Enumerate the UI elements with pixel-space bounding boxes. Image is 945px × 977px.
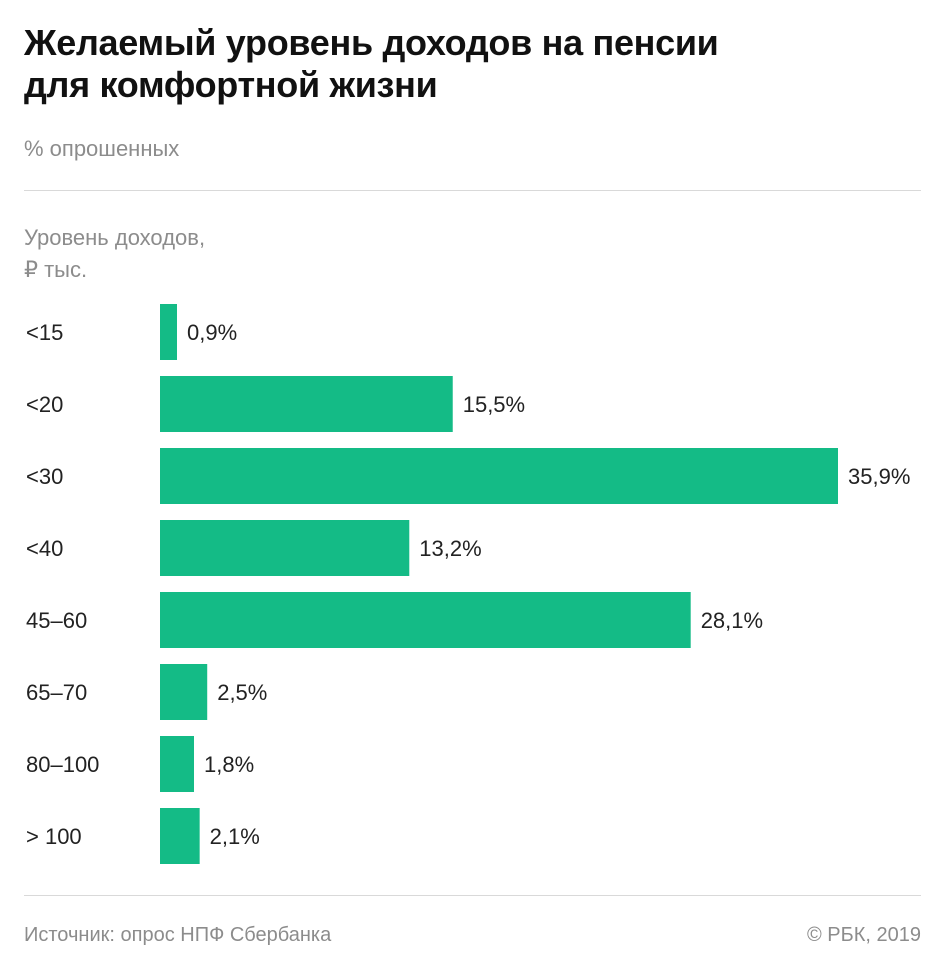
value-label: 1,8% <box>204 752 254 777</box>
chart-title-line1: Желаемый уровень доходов на пенсии <box>24 22 719 63</box>
value-label: 2,5% <box>217 680 267 705</box>
bottom-divider <box>24 895 921 896</box>
bar <box>160 448 838 504</box>
value-label: 28,1% <box>701 608 763 633</box>
axis-title-line2: ₽ тыс. <box>24 257 88 282</box>
value-label: 13,2% <box>419 536 481 561</box>
category-label: 65–70 <box>26 680 87 705</box>
chart-subtitle: % опрошенных <box>24 136 180 161</box>
chart-title: Желаемый уровень доходов на пенсии для к… <box>24 22 904 106</box>
bar <box>160 376 453 432</box>
copyright-note: © РБК, 2019 <box>806 924 921 946</box>
category-label: <15 <box>26 320 63 345</box>
chart-title-line2: для комфортной жизни <box>24 64 438 105</box>
category-label: <20 <box>26 392 63 417</box>
bar <box>160 304 177 360</box>
value-label: 0,9% <box>187 320 237 345</box>
bar <box>160 736 194 792</box>
category-label: > 100 <box>26 824 82 849</box>
bar <box>160 592 691 648</box>
bar <box>160 664 208 720</box>
category-label: 45–60 <box>26 608 87 633</box>
bar <box>160 808 200 864</box>
source-note: Источник: опрос НПФ Сбербанка <box>24 924 332 946</box>
bar <box>160 520 410 576</box>
axis-title: Уровень доходов, ₽ тыс. <box>24 222 205 286</box>
category-label: <40 <box>26 536 63 561</box>
value-label: 15,5% <box>463 392 525 417</box>
category-label: <30 <box>26 464 63 489</box>
value-label: 2,1% <box>210 824 260 849</box>
value-label: 35,9% <box>848 464 910 489</box>
category-label: 80–100 <box>26 752 99 777</box>
top-divider <box>24 190 921 191</box>
axis-title-line1: Уровень доходов, <box>24 225 206 250</box>
